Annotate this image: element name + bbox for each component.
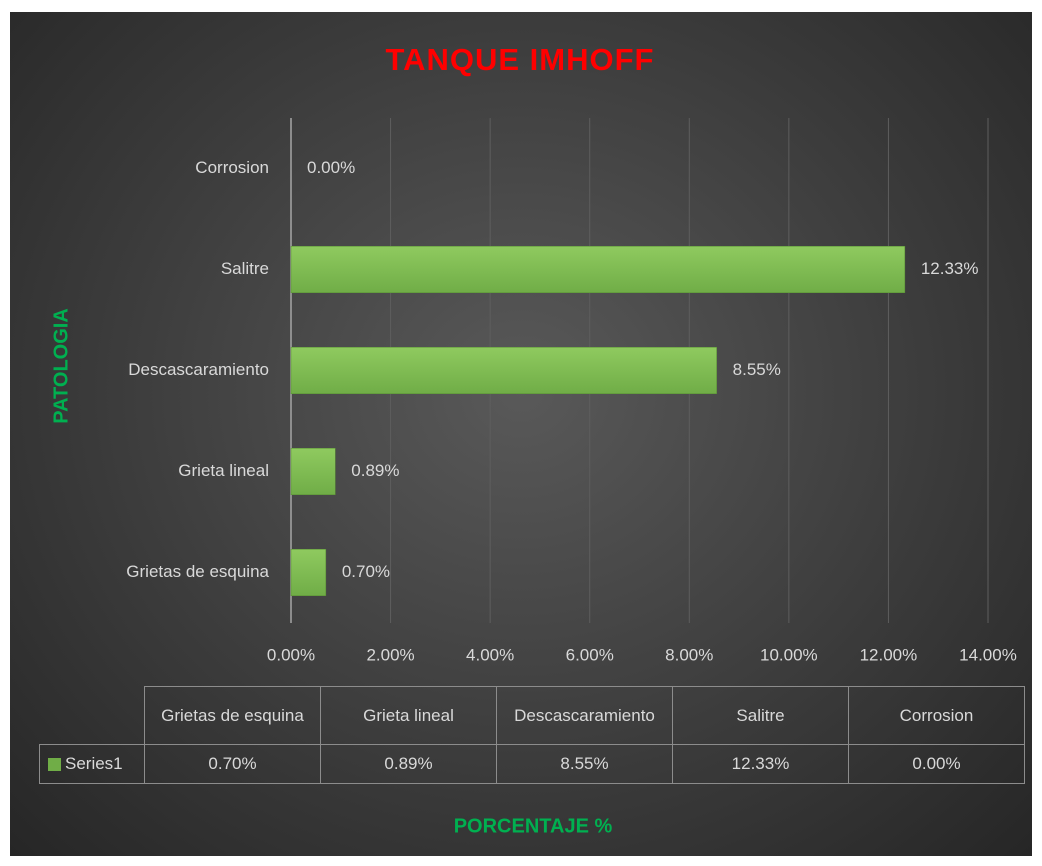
table-header-cell: Grieta lineal <box>320 686 497 745</box>
y-tick-label: Corrosion <box>195 158 269 177</box>
table-value-cell: 8.55% <box>496 744 673 784</box>
y-axis-title: PATOLOGIA <box>50 308 72 424</box>
bar <box>290 347 717 394</box>
x-tick-label: 8.00% <box>665 645 713 664</box>
chart: TANQUE IMHOFF PORCENTAJE % PATOLOGIA 0.0… <box>10 12 1032 856</box>
table-header-cell: Grietas de esquina <box>144 686 321 745</box>
data-label: 0.00% <box>307 158 355 177</box>
legend-cell: Series1 <box>39 744 145 784</box>
y-tick-label: Salitre <box>221 259 269 278</box>
data-label: 0.89% <box>351 461 399 480</box>
x-tick-label: 0.00% <box>267 645 315 664</box>
chart-title: TANQUE IMHOFF <box>385 42 654 77</box>
x-tick-label: 2.00% <box>366 645 414 664</box>
bar <box>290 448 336 495</box>
x-tick-label: 4.00% <box>466 645 514 664</box>
data-label: 0.70% <box>342 562 390 581</box>
x-tick-label: 12.00% <box>860 645 918 664</box>
legend-key <box>48 757 61 771</box>
x-tick-label: 10.00% <box>760 645 818 664</box>
table-value-cell: 12.33% <box>672 744 849 784</box>
bar <box>290 246 906 293</box>
legend-label: Series1 <box>65 754 123 773</box>
data-label: 8.55% <box>733 360 781 379</box>
y-tick-label: Grietas de esquina <box>126 562 269 581</box>
table-header-cell: Descascaramiento <box>496 686 673 745</box>
x-axis-title: PORCENTAJE % <box>454 815 613 837</box>
bar <box>290 549 327 596</box>
chart-svg: TANQUE IMHOFF PORCENTAJE % PATOLOGIA 0.0… <box>50 42 1017 837</box>
y-tick-label: Descascaramiento <box>128 360 269 379</box>
table-header-cell: Corrosion <box>848 686 1025 745</box>
table-value-cell: 0.89% <box>320 744 497 784</box>
table-value-cell: 0.00% <box>848 744 1025 784</box>
table-header-cell: Salitre <box>672 686 849 745</box>
x-tick-label: 6.00% <box>566 645 614 664</box>
y-tick-label: Grieta lineal <box>178 461 269 480</box>
data-label: 12.33% <box>921 259 979 278</box>
table-value-cell: 0.70% <box>144 744 321 784</box>
x-tick-label: 14.00% <box>959 645 1017 664</box>
